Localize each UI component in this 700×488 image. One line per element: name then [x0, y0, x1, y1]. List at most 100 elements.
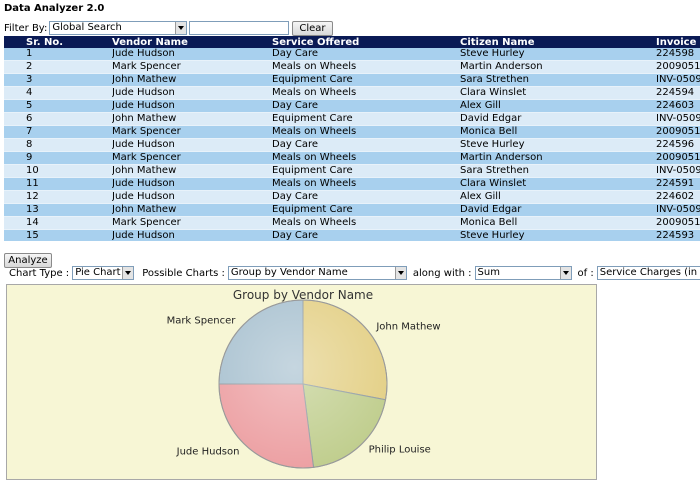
pie-slice[interactable]	[302, 299, 388, 401]
invoice-no-cell: 224594	[656, 86, 700, 100]
chevron-down-icon[interactable]	[175, 22, 187, 34]
invoice-no-cell: INV-0509	[656, 203, 700, 217]
citizen-name-cell: Martin Anderson	[460, 60, 656, 74]
possible-charts-value: Group by Vendor Name	[230, 267, 348, 278]
service-offered-cell: Equipment Care	[272, 112, 460, 126]
service-offered-cell: Day Care	[272, 48, 460, 61]
table-row[interactable]: 1 Jude Hudson Day Care Steve Hurley 224598	[4, 48, 700, 61]
citizen-name-cell: Monica Bell	[460, 216, 656, 230]
filter-label: Filter By:	[4, 22, 48, 34]
chart-type-select[interactable]: Pie Chart	[72, 266, 135, 280]
possible-charts-select[interactable]: Group by Vendor Name	[227, 266, 407, 280]
chart-controls: Chart Type : Pie Chart Possible Charts :…	[9, 266, 700, 280]
chart-type-value: Pie Chart	[75, 267, 121, 278]
citizen-name-cell: Steve Hurley	[460, 229, 656, 241]
chevron-down-icon[interactable]	[559, 267, 571, 279]
pie-chart: Group by Vendor Name John Mathew Philip L…	[167, 288, 441, 469]
invoice-no-cell: 20090510	[656, 125, 700, 139]
vendor-name-cell: Mark Spencer	[112, 60, 272, 74]
sr-no-cell: 3	[4, 73, 112, 87]
service-offered-cell: Meals on Wheels	[272, 151, 460, 165]
column-header-vendor-name[interactable]: Vendor Name	[112, 36, 272, 48]
table-row[interactable]: 2 Mark Spencer Meals on Wheels Martin Ander…	[4, 60, 700, 74]
sr-no-cell: 15	[4, 229, 112, 241]
table-row[interactable]: 11 Jude Hudson Meals on Wheels Clara Winsle…	[4, 177, 700, 191]
app-title: Data Analyzer 2.0	[4, 3, 105, 14]
citizen-name-cell: Martin Anderson	[460, 151, 656, 165]
table-row[interactable]: 10 John Mathew Equipment Care Sara Strethen…	[4, 164, 700, 178]
service-offered-cell: Meals on Wheels	[272, 216, 460, 230]
measure-select[interactable]: Service Charges (in GBP	[596, 266, 700, 280]
column-header-service-offered[interactable]: Service Offered	[272, 36, 460, 48]
service-offered-cell: Day Care	[272, 190, 460, 204]
service-offered-cell: Equipment Care	[272, 164, 460, 178]
search-input[interactable]	[189, 21, 290, 35]
measure-value: Service Charges (in GBP	[599, 267, 700, 278]
citizen-name-cell: Sara Strethen	[460, 73, 656, 87]
vendor-name-cell: John Mathew	[112, 112, 272, 126]
service-offered-cell: Day Care	[272, 229, 460, 241]
service-offered-cell: Meals on Wheels	[272, 86, 460, 100]
table-row[interactable]: 12 Jude Hudson Day Care Alex Gill 224602	[4, 190, 700, 204]
filter-select[interactable]: Global Search	[49, 21, 188, 35]
citizen-name-cell: David Edgar	[460, 203, 656, 217]
service-offered-cell: Meals on Wheels	[272, 60, 460, 74]
chevron-down-icon[interactable]	[122, 267, 134, 279]
vendor-name-cell: John Mathew	[112, 203, 272, 217]
table-row[interactable]: 4 Jude Hudson Meals on Wheels Clara Winslet…	[4, 86, 700, 100]
citizen-name-cell: Monica Bell	[460, 125, 656, 139]
invoice-no-cell: INV-0509	[656, 73, 700, 87]
vendor-name-cell: John Mathew	[112, 73, 272, 87]
vendor-name-cell: Jude Hudson	[112, 99, 272, 113]
analyze-button[interactable]: Analyze	[4, 253, 52, 268]
table-row[interactable]: 9 Mark Spencer Meals on Wheels Martin Ander…	[4, 151, 700, 165]
service-offered-cell: Day Care	[272, 138, 460, 152]
sr-no-cell: 14	[4, 216, 112, 230]
grid-header-row: Sr. No. Vendor Name Service Offered Citi…	[4, 36, 700, 48]
column-header-invoice-no[interactable]: Invoice N	[656, 36, 700, 48]
citizen-name-cell: Steve Hurley	[460, 48, 656, 61]
sr-no-cell: 11	[4, 177, 112, 191]
vendor-name-cell: Jude Hudson	[112, 177, 272, 191]
chevron-down-icon[interactable]	[394, 267, 406, 279]
table-row[interactable]: 3 John Mathew Equipment Care Sara Strethen I…	[4, 73, 700, 87]
sr-no-cell: 10	[4, 164, 112, 178]
pie-slice-label: Mark Spencer	[167, 315, 237, 326]
table-row[interactable]: 14 Mark Spencer Meals on Wheels Monica Bell…	[4, 216, 700, 230]
column-header-sr-no[interactable]: Sr. No.	[4, 36, 112, 48]
vendor-name-cell: John Mathew	[112, 164, 272, 178]
table-row[interactable]: 6 John Mathew Equipment Care David Edgar INV…	[4, 112, 700, 126]
data-grid[interactable]: Sr. No. Vendor Name Service Offered Citi…	[4, 36, 700, 241]
clear-button[interactable]: Clear	[292, 20, 333, 36]
table-row[interactable]: 8 Jude Hudson Day Care Steve Hurley 224596	[4, 138, 700, 152]
pie-slice[interactable]	[218, 299, 304, 385]
table-row[interactable]: 15 Jude Hudson Day Care Steve Hurley 224593	[4, 229, 700, 241]
citizen-name-cell: Clara Winslet	[460, 177, 656, 191]
table-row[interactable]: 13 John Mathew Equipment Care David Edgar IN…	[4, 203, 700, 217]
service-offered-cell: Equipment Care	[272, 73, 460, 87]
invoice-no-cell: 20090510	[656, 60, 700, 74]
pie-slice-label: Philip Louise	[369, 445, 431, 456]
vendor-name-cell: Jude Hudson	[112, 229, 272, 241]
aggregate-select[interactable]: Sum	[474, 266, 572, 280]
citizen-name-cell: David Edgar	[460, 112, 656, 126]
vendor-name-cell: Mark Spencer	[112, 125, 272, 139]
service-offered-cell: Meals on Wheels	[272, 125, 460, 139]
filter-bar: Filter By: Global Search Clear	[4, 20, 333, 36]
table-row[interactable]: 5 Jude Hudson Day Care Alex Gill 224603	[4, 99, 700, 113]
sr-no-cell: 7	[4, 125, 112, 139]
sr-no-cell: 5	[4, 99, 112, 113]
vendor-name-cell: Jude Hudson	[112, 48, 272, 61]
invoice-no-cell: 224603	[656, 99, 700, 113]
vendor-name-cell: Jude Hudson	[112, 86, 272, 100]
vendor-name-cell: Jude Hudson	[112, 190, 272, 204]
column-header-citizen-name[interactable]: Citizen Name	[460, 36, 656, 48]
invoice-no-cell: 224591	[656, 177, 700, 191]
citizen-name-cell: Clara Winslet	[460, 86, 656, 100]
table-row[interactable]: 7 Mark Spencer Meals on Wheels Monica Bell 2…	[4, 125, 700, 139]
vendor-name-cell: Mark Spencer	[112, 216, 272, 230]
sr-no-cell: 8	[4, 138, 112, 152]
invoice-no-cell: INV-0509	[656, 164, 700, 178]
pie-slice-label: Jude Hudson	[176, 447, 240, 458]
sr-no-cell: 1	[4, 48, 112, 61]
